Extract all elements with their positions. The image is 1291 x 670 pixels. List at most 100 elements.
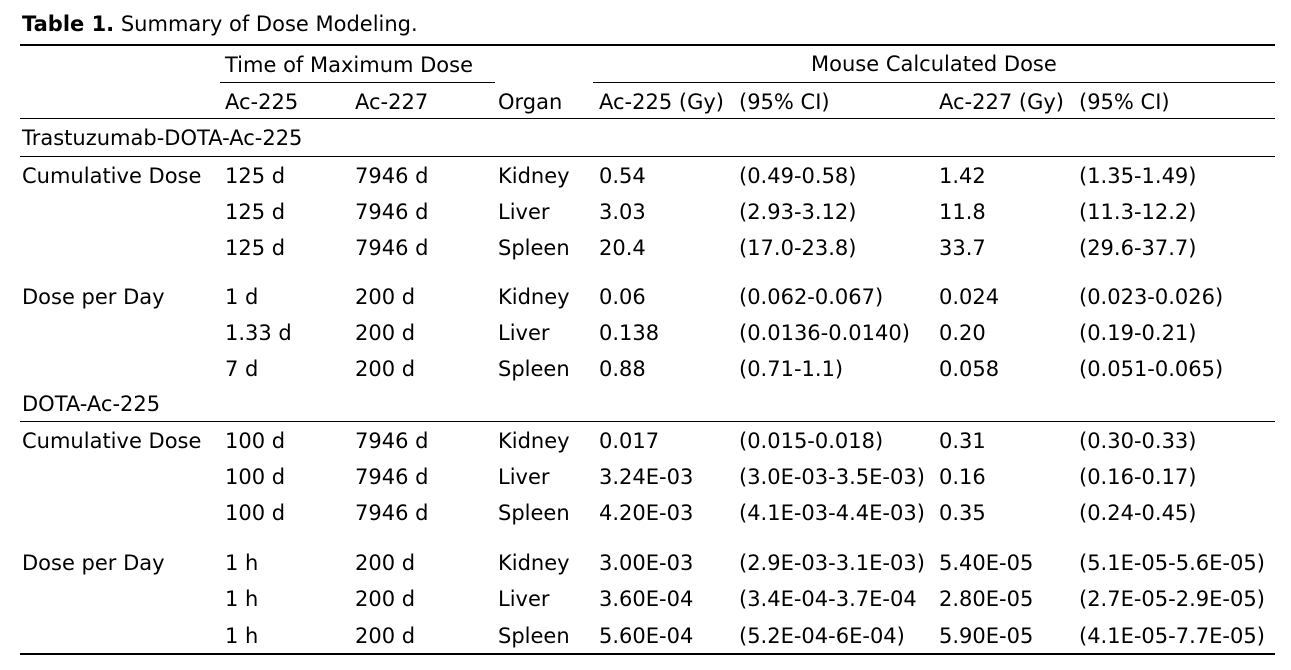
table-caption: Table 1. Summary of Dose Modeling. [22, 12, 418, 36]
cell-dose-ac225: 20.4 [599, 236, 646, 260]
cell-time-ac227: 200 d [355, 321, 416, 345]
cell-time-ac225: 125 d [225, 164, 286, 188]
cell-dose-ac227: 5.90E-05 [939, 624, 1034, 648]
caption-label: Table 1. [22, 12, 115, 36]
cell-ci-ac225: (2.93-3.12) [739, 200, 857, 224]
group-label: Cumulative Dose [22, 164, 202, 188]
top-rule [20, 44, 1275, 46]
cell-ci-ac227: (5.1E-05-5.6E-05) [1079, 551, 1265, 575]
cell-ci-ac227: (0.023-0.026) [1079, 285, 1224, 309]
cell-dose-ac227: 0.31 [939, 429, 986, 453]
cell-dose-ac227: 33.7 [939, 236, 986, 260]
cell-dose-ac225: 3.00E-03 [599, 551, 694, 575]
cell-ci-ac225: (0.015-0.018) [739, 429, 884, 453]
cell-ci-ac225: (5.2E-04-6E-04) [739, 624, 905, 648]
cell-organ: Liver [498, 200, 550, 224]
header-time-of-max-dose: Time of Maximum Dose [225, 53, 474, 77]
cell-time-ac227: 200 d [355, 624, 416, 648]
cell-dose-ac225: 3.24E-03 [599, 465, 694, 489]
cell-ci-ac227: (0.19-0.21) [1079, 321, 1197, 345]
cell-organ: Spleen [498, 357, 570, 381]
cell-ci-ac225: (0.49-0.58) [739, 164, 857, 188]
cell-dose-ac227: 0.058 [939, 357, 1000, 381]
cell-organ: Kidney [498, 285, 570, 309]
header-col-ci-ac227: (95% CI) [1079, 90, 1170, 114]
cell-organ: Kidney [498, 164, 570, 188]
cell-ci-ac225: (0.062-0.067) [739, 285, 884, 309]
cell-organ: Kidney [498, 551, 570, 575]
cell-organ: Kidney [498, 429, 570, 453]
cell-time-ac225: 1 d [225, 285, 259, 309]
cell-dose-ac227: 5.40E-05 [939, 551, 1034, 575]
cell-time-ac225: 1 h [225, 624, 259, 648]
cell-dose-ac225: 0.54 [599, 164, 646, 188]
cell-ci-ac227: (29.6-37.7) [1079, 236, 1197, 260]
cell-dose-ac225: 3.03 [599, 200, 646, 224]
header-bottom-rule [20, 118, 1275, 119]
header-col-ac225: Ac-225 [225, 90, 299, 114]
group-label: Cumulative Dose [22, 429, 202, 453]
cell-dose-ac225: 0.138 [599, 321, 660, 345]
cell-ci-ac225: (2.9E-03-3.1E-03) [739, 551, 925, 575]
cell-dose-ac225: 3.60E-04 [599, 587, 694, 611]
cell-dose-ac225: 4.20E-03 [599, 501, 694, 525]
cell-time-ac227: 200 d [355, 357, 416, 381]
header-col-organ: Organ [498, 90, 563, 114]
cell-ci-ac227: (1.35-1.49) [1079, 164, 1197, 188]
cell-dose-ac225: 0.06 [599, 285, 646, 309]
cell-ci-ac227: (0.051-0.065) [1079, 357, 1224, 381]
cell-ci-ac225: (0.71-1.1) [739, 357, 844, 381]
header-group-rule-dose [593, 82, 1275, 83]
section-title: Trastuzumab-DOTA-Ac-225 [22, 126, 303, 150]
cell-time-ac225: 100 d [225, 501, 286, 525]
cell-time-ac225: 125 d [225, 236, 286, 260]
cell-dose-ac227: 0.20 [939, 321, 986, 345]
cell-dose-ac227: 2.80E-05 [939, 587, 1034, 611]
cell-ci-ac227: (11.3-12.2) [1079, 200, 1197, 224]
bottom-rule [20, 653, 1275, 655]
cell-ci-ac227: (2.7E-05-2.9E-05) [1079, 587, 1265, 611]
cell-organ: Liver [498, 465, 550, 489]
caption-text: Summary of Dose Modeling. [114, 12, 418, 36]
section-title: DOTA-Ac-225 [22, 392, 161, 416]
cell-ci-ac225: (0.0136-0.0140) [739, 321, 910, 345]
cell-time-ac227: 7946 d [355, 501, 429, 525]
cell-time-ac225: 1 h [225, 587, 259, 611]
cell-ci-ac227: (0.24-0.45) [1079, 501, 1197, 525]
cell-dose-ac225: 0.017 [599, 429, 660, 453]
cell-ci-ac227: (0.30-0.33) [1079, 429, 1197, 453]
section-rule [20, 156, 1275, 157]
header-col-ac227-gy: Ac-227 (Gy) [939, 90, 1064, 114]
cell-time-ac227: 7946 d [355, 200, 429, 224]
cell-organ: Liver [498, 587, 550, 611]
cell-ci-ac225: (17.0-23.8) [739, 236, 857, 260]
cell-time-ac227: 200 d [355, 285, 416, 309]
cell-time-ac227: 200 d [355, 587, 416, 611]
header-col-ci-ac225: (95% CI) [739, 90, 830, 114]
cell-time-ac225: 100 d [225, 429, 286, 453]
group-label: Dose per Day [22, 551, 165, 575]
cell-dose-ac227: 11.8 [939, 200, 986, 224]
cell-time-ac225: 125 d [225, 200, 286, 224]
cell-time-ac225: 100 d [225, 465, 286, 489]
cell-organ: Liver [498, 321, 550, 345]
cell-ci-ac225: (4.1E-03-4.4E-03) [739, 501, 925, 525]
cell-dose-ac227: 0.35 [939, 501, 986, 525]
cell-dose-ac225: 0.88 [599, 357, 646, 381]
cell-ci-ac227: (0.16-0.17) [1079, 465, 1197, 489]
cell-organ: Spleen [498, 236, 570, 260]
cell-dose-ac227: 1.42 [939, 164, 986, 188]
cell-time-ac227: 7946 d [355, 429, 429, 453]
cell-time-ac227: 7946 d [355, 164, 429, 188]
cell-organ: Spleen [498, 624, 570, 648]
header-mouse-calculated-dose: Mouse Calculated Dose [811, 52, 1057, 76]
header-col-ac227: Ac-227 [355, 90, 429, 114]
cell-time-ac225: 1.33 d [225, 321, 292, 345]
cell-ci-ac227: (4.1E-05-7.7E-05) [1079, 624, 1265, 648]
cell-ci-ac225: (3.4E-04-3.7E-04 [739, 587, 917, 611]
cell-dose-ac227: 0.16 [939, 465, 986, 489]
cell-dose-ac227: 0.024 [939, 285, 1000, 309]
header-col-ac225-gy: Ac-225 (Gy) [599, 90, 724, 114]
cell-ci-ac225: (3.0E-03-3.5E-03) [739, 465, 925, 489]
cell-time-ac227: 7946 d [355, 465, 429, 489]
